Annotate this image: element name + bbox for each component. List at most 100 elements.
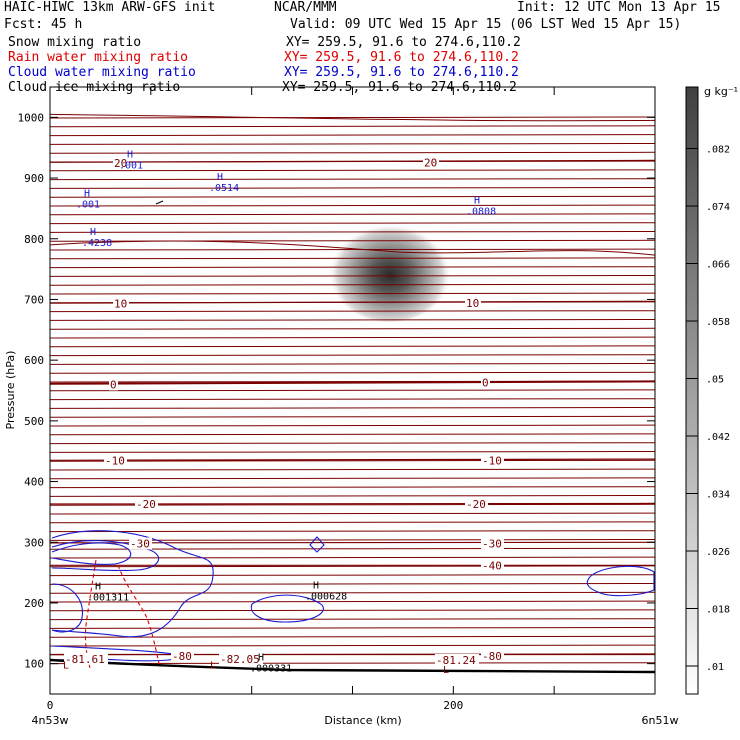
contour-label-bg (423, 156, 439, 169)
isotherm-line (50, 424, 655, 427)
extremum-value: .001 (119, 160, 143, 171)
extremum-marker: L (63, 661, 69, 672)
y-tick-label: 700 (24, 293, 44, 306)
cloud-water-contour (309, 536, 325, 553)
rain-water-contour (117, 564, 161, 669)
isotherm-line (50, 627, 655, 629)
isotherm-line (50, 407, 655, 409)
x-tick-label: 200 (443, 699, 463, 712)
isotherm-line (50, 635, 655, 638)
contour-label: 0 (110, 378, 117, 391)
field-xy-snow: XY= 259.5, 91.6 to 274.6,110.2 (286, 35, 521, 50)
isotherm-line (50, 380, 655, 385)
isotherm-line (50, 521, 655, 524)
contour-label: 10 (114, 298, 127, 311)
isotherm-line (50, 415, 655, 418)
colorbar-tick-label: .034 (706, 490, 730, 501)
isotherm-line (50, 565, 655, 568)
colorbar-tick-label: .026 (706, 547, 730, 558)
isotherm-line (50, 495, 655, 497)
x-tick-label: 0 (47, 699, 54, 712)
contour-label: 20 (114, 157, 127, 170)
field-name-rain: Rain water mixing ratio (8, 50, 189, 65)
isotherm-line (50, 143, 655, 145)
y-tick-label: 1000 (18, 111, 45, 124)
extremum-marker: H (95, 582, 101, 593)
extremum-marker: H (474, 196, 480, 207)
contour-label-bg (135, 498, 158, 511)
y-tick-label: 800 (24, 233, 44, 246)
isotherm-line (50, 319, 655, 321)
contour-label-bg (435, 654, 479, 667)
x-right-endpoint: 6n51w (642, 714, 679, 727)
y-tick-label: 200 (24, 597, 44, 610)
init-time: Init: 12 UTC Mon 13 Apr 15 (517, 0, 721, 15)
extremum-marker: L (210, 661, 216, 672)
contour-label: -10 (482, 454, 502, 467)
contour-label: -80 (172, 650, 192, 663)
cloud-water-contour (51, 540, 160, 572)
isotherm-line (50, 486, 655, 489)
contour-label: -20 (136, 498, 156, 511)
isotherm-line (50, 363, 655, 365)
extremum-marker: H (313, 580, 319, 591)
extremum-value: .001 (76, 199, 100, 210)
contour-label-bg (481, 376, 490, 389)
isotherm-line (50, 574, 655, 577)
y-tick-label: 500 (24, 415, 44, 428)
isotherm-line (50, 458, 655, 461)
extremum-marker: H (90, 227, 96, 238)
isotherm-line (50, 231, 655, 233)
extremum-value: .000628 (305, 591, 347, 602)
colorbar-tick-label: .074 (706, 202, 730, 213)
isotherm-line (50, 240, 655, 256)
colorbar-tick-label: .082 (706, 145, 730, 156)
isotherm-line (50, 451, 655, 453)
isotherm-line (50, 512, 655, 515)
isotherm-line (50, 134, 655, 137)
contour-label: -81.24 (436, 654, 476, 667)
y-tick-label: 100 (24, 658, 44, 671)
colorbar-tick-label: .01 (706, 662, 724, 673)
isotherm-line (50, 151, 655, 154)
colorbar-tick-label: .05 (706, 375, 724, 386)
isotherm-line (50, 116, 655, 119)
isotherm-line (50, 477, 655, 480)
cloud-water-contour (51, 583, 83, 633)
contour-label-bg (129, 537, 152, 550)
tick-mark-120 (155, 200, 164, 205)
ground-line (50, 658, 655, 674)
isotherm-line (50, 336, 655, 339)
isotherm-line (50, 222, 655, 225)
colorbar-tick-label: .058 (706, 317, 730, 328)
extremum-value: .0808 (466, 207, 496, 218)
isotherm-line (50, 195, 655, 198)
isotherm-line (50, 248, 655, 251)
contour-label: 10 (466, 297, 479, 310)
isotherm-line (50, 213, 655, 216)
isotherm-line (50, 169, 655, 172)
isotherm-line (50, 371, 655, 374)
contour-label-bg (481, 559, 504, 572)
field-xy-rain: XY= 259.5, 91.6 to 274.6,110.2 (284, 50, 519, 65)
y-tick-label: 900 (24, 172, 44, 185)
isotherm-line (50, 609, 655, 612)
cloud-ice-shading (328, 218, 452, 322)
model-title: HAIC-HIWC 13km ARW-GFS init (4, 0, 216, 15)
field-name-snow: Snow mixing ratio (8, 35, 142, 50)
isotherm-line (50, 125, 655, 128)
isotherm-line (50, 433, 655, 436)
isotherm-line (50, 600, 655, 603)
contour-label: -40 (482, 559, 502, 572)
contour-label-bg (465, 297, 481, 310)
org-label: NCAR/MMM (274, 0, 337, 15)
colorbar-tick-label: .042 (706, 432, 730, 443)
contour-label-bg (113, 156, 129, 169)
field-xy-cloud-water: XY= 259.5, 91.6 to 274.6,110.2 (284, 65, 519, 80)
valid-time: Valid: 09 UTC Wed 15 Apr 15 (06 LST Wed … (290, 17, 682, 32)
cloud-water-contour (51, 542, 132, 565)
contour-label-bg (465, 498, 488, 511)
isotherm-line (50, 300, 655, 304)
x-axis-label: Distance (km) (324, 714, 401, 727)
isotherm-line (50, 292, 655, 295)
